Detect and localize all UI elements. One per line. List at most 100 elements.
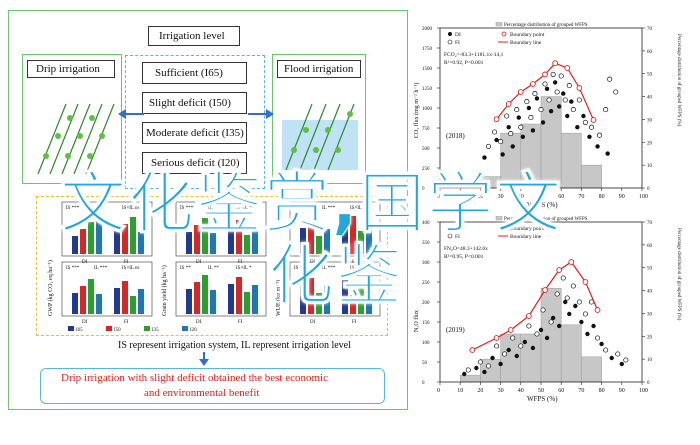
di-point: [526, 105, 532, 111]
panel-ylabel: WUE (kg m⁻³): [275, 280, 282, 316]
legend-hist-label: Percentage distribution of grouped WFPS: [504, 217, 588, 222]
legend-hist-label: Percentage distribution of grouped WFPS: [504, 23, 588, 28]
boundary-point: [505, 101, 512, 107]
panel-bar: [252, 228, 258, 254]
panel-sig-tag: IL ***: [322, 206, 336, 211]
di-point: [482, 155, 487, 160]
di-point: [587, 134, 592, 139]
fi-point: [477, 359, 483, 365]
fi-point: [576, 97, 582, 103]
x-tick-label: 60: [558, 388, 564, 394]
di-point: [565, 113, 570, 119]
fi-point: [564, 295, 570, 301]
boundary-point: [556, 267, 563, 273]
panel-bar: [244, 292, 250, 314]
panel-bar: [324, 229, 330, 254]
x-tick-label: 90: [619, 194, 625, 200]
panel-sig-tag: IL ***: [94, 266, 108, 271]
y-tick-label: 0: [422, 187, 425, 192]
di-point: [498, 361, 503, 367]
boundary-point: [542, 287, 548, 293]
y-tick-label: 400: [422, 221, 430, 226]
panel-bar: [252, 285, 258, 314]
di-point: [490, 355, 495, 361]
panel-bar: [186, 289, 192, 314]
panel-sig-tag: IS ***: [66, 206, 80, 211]
panel-axes: [61, 201, 153, 257]
panel-bar: [72, 236, 78, 254]
di-point: [544, 335, 550, 341]
boundary-point: [590, 117, 597, 123]
y-tick-label: 200: [422, 301, 430, 306]
fi-point: [570, 283, 576, 289]
y2-axis-label: Percentage distribution of grouped WFPS …: [676, 228, 681, 321]
y2-tick-label: 30: [647, 312, 653, 317]
panel-axes: [175, 261, 267, 317]
panel-bar: [210, 233, 216, 254]
x-tick-label: 0: [437, 388, 440, 394]
panel-group-label: FI: [352, 260, 357, 265]
panel-group-label: FI: [124, 320, 129, 325]
y2-tick-label: 10: [647, 358, 653, 363]
panel-bar: [80, 286, 86, 314]
panel-bar: [122, 281, 128, 314]
legend-di: DI: [455, 226, 461, 232]
drip-label-box: Drip irrigation: [27, 60, 115, 78]
fi-point: [554, 89, 560, 95]
boundary-point: [564, 65, 571, 71]
panel-bar: [366, 224, 372, 254]
bar-panels: GWP (kg CO₂ eq ha⁻¹) IS *** IL * IS×IL ns DI…: [47, 201, 381, 333]
panel-bar: [194, 282, 200, 314]
panel-bar: [244, 235, 250, 254]
y-tick-label: 1750: [422, 47, 433, 52]
di-point: [569, 99, 574, 104]
di-point: [567, 311, 572, 317]
di-point: [552, 80, 558, 85]
legend-hist-swatch: [495, 216, 503, 221]
fi-point: [570, 107, 576, 113]
panel-bar: [130, 217, 136, 254]
di-point: [599, 341, 604, 347]
panel-bar: [236, 277, 242, 314]
panel-bar: [194, 225, 200, 254]
y2-tick-label: 40: [647, 290, 653, 295]
di-point: [530, 128, 536, 133]
boundary-point: [594, 307, 601, 313]
arrow-down-icon: [199, 352, 209, 366]
di-point: [563, 299, 568, 305]
flood-label-box: Flood irrigation: [277, 60, 361, 78]
flood-field-illustration: [282, 103, 358, 171]
di-point: [556, 323, 562, 329]
y-tick-label: 300: [422, 261, 430, 266]
panel-sig-tag: IS ***: [66, 266, 80, 271]
panel-bar: [88, 279, 94, 314]
panel-sig-tag: IS×IL ***: [350, 266, 371, 271]
fi-point: [566, 83, 572, 89]
panel-group-label: DI: [196, 260, 202, 265]
x-tick-label: 20: [477, 388, 483, 394]
level-label: Slight deficit (I50): [149, 97, 231, 109]
drip-field-illustration: [37, 103, 115, 175]
y2-tick-label: 70: [647, 27, 653, 32]
di-point: [591, 323, 596, 329]
panel-axes: [289, 261, 381, 317]
year-label: (2019): [446, 326, 465, 334]
di-point: [609, 355, 614, 361]
y2-tick-label: 0: [647, 381, 650, 386]
legend-swatch: [68, 326, 74, 331]
fi-point: [542, 81, 548, 87]
conclusion-line2: and environmental benefit: [144, 387, 260, 399]
panel-sig-tag: IS ***: [294, 206, 308, 211]
boundary-point: [552, 60, 558, 67]
panel-axes: [61, 261, 153, 317]
di-point: [494, 137, 499, 143]
legend-boundary-line: Boundary line: [510, 40, 542, 46]
arrow-left-icon: [118, 109, 144, 119]
panel-sig-tag: IS×IL *: [236, 266, 252, 271]
di-point: [550, 315, 556, 321]
x-tick-label: 80: [599, 388, 605, 394]
fi-point: [562, 97, 568, 103]
hist-bar: [459, 374, 481, 383]
panel-sig-tag: IS×IL ***: [350, 206, 371, 211]
fi-point: [524, 99, 530, 105]
